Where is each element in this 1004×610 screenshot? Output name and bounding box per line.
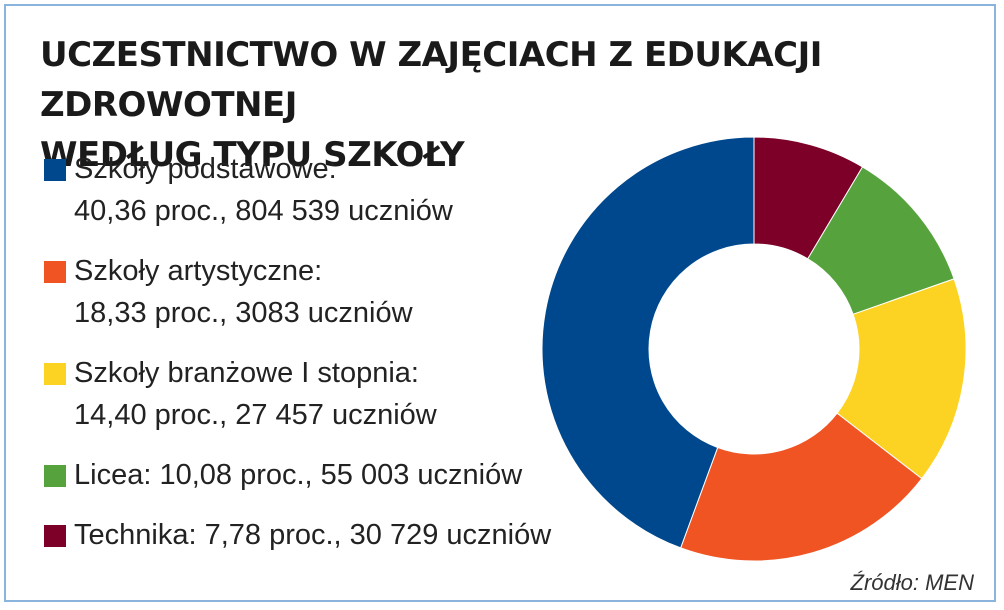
donut-slice-0 [541,136,755,549]
legend-swatch [44,261,66,283]
legend-item-szkoly-podstawowe: Szkoły podstawowe: 40,36 proc., 804 539 … [44,148,453,232]
legend-label: Szkoły branżowe I stopnia: [74,357,419,389]
legend-swatch [44,363,66,385]
legend-swatch [44,159,66,181]
legend-label: Szkoły podstawowe: [74,153,337,185]
legend-item-szkoly-artystyczne: Szkoły artystyczne: 18,33 proc., 3083 uc… [44,250,413,334]
legend-detail: 40,36 proc., 804 539 uczniów [74,195,453,227]
donut-slice-2 [836,278,967,480]
chart-title-line-1: UCZESTNICTWO W ZAJĘCIACH Z EDUKACJI ZDRO… [40,35,822,125]
chart-title-line-2: WEDŁUG TYPU SZKOŁY [40,135,465,175]
legend-label: Technika: 7,78 proc., 30 729 uczniów [74,519,552,551]
legend-item-technika: Technika: 7,78 proc., 30 729 uczniów [44,514,551,556]
legend-item-szkoly-branzowe: Szkoły branżowe I stopnia: 14,40 proc., … [44,352,437,436]
legend-label: Szkoły artystyczne: [74,255,323,287]
legend-detail: 18,33 proc., 3083 uczniów [74,297,413,329]
legend-swatch [44,465,66,487]
legend-item-licea: Licea: 10,08 proc., 55 003 uczniów [44,454,522,496]
source-note: Źródło: MEN [850,570,974,595]
chart-title: UCZESTNICTWO W ZAJĘCIACH Z EDUKACJI ZDRO… [40,30,980,180]
legend-detail: 14,40 proc., 27 457 uczniów [74,399,437,431]
legend-swatch [44,525,66,547]
legend-label: Licea: 10,08 proc., 55 003 uczniów [74,459,523,491]
donut-slice-1 [679,412,923,562]
